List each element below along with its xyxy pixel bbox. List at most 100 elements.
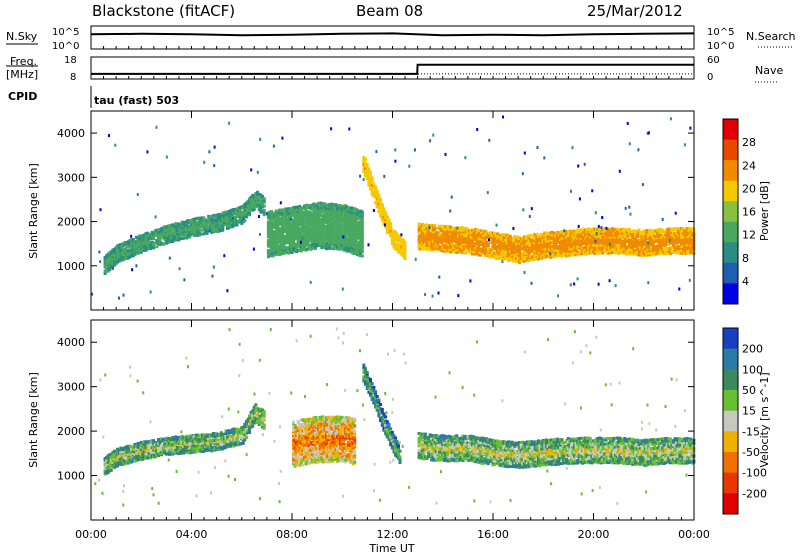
power-echo-cell bbox=[354, 208, 358, 212]
power-echo-cell bbox=[226, 223, 229, 227]
velocity-echo-cell bbox=[189, 436, 193, 440]
power-echo-cell bbox=[233, 212, 237, 216]
power-echo-cell bbox=[351, 212, 355, 216]
power-echo-cell bbox=[449, 247, 452, 251]
power-echo-cell bbox=[251, 198, 255, 201]
power-echo-cell bbox=[270, 240, 273, 244]
power-echo-cell bbox=[310, 243, 314, 247]
power-echo-cell bbox=[496, 232, 500, 236]
velocity-echo-cell bbox=[138, 446, 142, 450]
power-echo-cell bbox=[502, 257, 506, 261]
power-echo-cell bbox=[332, 211, 336, 215]
power-echo-cell bbox=[329, 229, 333, 233]
power-echo-cell bbox=[618, 247, 622, 251]
power-echo-cell bbox=[615, 235, 619, 239]
power-echo-cell bbox=[544, 255, 548, 259]
power-echo-cell bbox=[158, 233, 162, 237]
power-echo-cell bbox=[433, 247, 437, 251]
power-echo-cell bbox=[334, 227, 338, 231]
power-echo-cell bbox=[337, 206, 341, 210]
power-echo-cell bbox=[657, 232, 661, 236]
power-echo-cell bbox=[673, 250, 677, 254]
power-echo-cell bbox=[375, 193, 379, 197]
power-echo-cell bbox=[588, 240, 592, 244]
velocity-echo-cell bbox=[106, 462, 110, 466]
power-echo-cell bbox=[485, 245, 489, 249]
power-echo-cell bbox=[155, 232, 159, 236]
power-scatter-cell bbox=[449, 209, 452, 213]
power-echo-cell bbox=[207, 214, 211, 218]
velocity-echo-cell bbox=[149, 441, 153, 445]
power-echo-cell bbox=[613, 235, 617, 239]
power-echo-cell bbox=[530, 258, 534, 262]
power-scatter-cell bbox=[372, 208, 375, 212]
power-echo-cell bbox=[613, 233, 617, 237]
power-echo-cell bbox=[555, 239, 559, 243]
velocity-echo-cell bbox=[106, 464, 110, 468]
power-scatter-cell bbox=[523, 271, 526, 274]
power-echo-cell bbox=[596, 251, 600, 255]
velocity-echo-cell bbox=[152, 455, 156, 459]
power-echo-cell bbox=[634, 239, 638, 242]
power-echo-cell bbox=[430, 248, 434, 252]
power-echo-cell bbox=[571, 251, 575, 255]
power-echo-cell bbox=[533, 247, 537, 251]
power-echo-cell bbox=[326, 236, 330, 240]
power-echo-cell bbox=[303, 220, 306, 224]
power-echo-cell bbox=[656, 230, 660, 234]
power-echo-cell bbox=[318, 223, 322, 227]
power-echo-cell bbox=[292, 238, 295, 242]
power-echo-cell bbox=[607, 228, 611, 232]
power-echo-cell bbox=[551, 253, 555, 257]
power-echo-cell bbox=[306, 212, 310, 216]
power-echo-cell bbox=[648, 233, 652, 237]
power-echo-cell bbox=[485, 230, 489, 234]
power-echo-cell bbox=[667, 243, 671, 246]
power-echo-cell bbox=[238, 209, 242, 213]
power-echo-cell bbox=[284, 216, 288, 220]
power-echo-cell bbox=[639, 248, 642, 252]
velocity-echo-cell bbox=[147, 448, 151, 452]
power-echo-cell bbox=[279, 230, 283, 234]
power-echo-cell bbox=[535, 239, 539, 243]
power-echo-cell bbox=[183, 220, 187, 224]
power-echo-cell bbox=[224, 210, 228, 214]
power-echo-cell bbox=[460, 242, 463, 246]
velocity-echo-cell bbox=[178, 437, 182, 441]
power-echo-cell bbox=[326, 242, 330, 246]
power-scatter-cell bbox=[689, 126, 692, 130]
power-echo-cell bbox=[450, 232, 454, 236]
power-echo-cell bbox=[160, 227, 164, 231]
power-echo-cell bbox=[430, 244, 434, 248]
power-echo-cell bbox=[111, 259, 115, 263]
power-echo-cell bbox=[518, 248, 522, 252]
power-scatter-cell bbox=[674, 211, 677, 215]
velocity-echo-cell bbox=[133, 457, 137, 461]
power-echo-cell bbox=[321, 240, 325, 244]
power-echo-cell bbox=[485, 232, 489, 236]
power-echo-cell bbox=[497, 235, 501, 239]
power-echo-cell bbox=[133, 245, 137, 249]
power-echo-cell bbox=[284, 214, 288, 218]
power-scatter-cell bbox=[688, 278, 691, 282]
power-echo-cell bbox=[428, 236, 432, 240]
power-echo-cell bbox=[221, 224, 225, 228]
velocity-echo-cell bbox=[120, 451, 124, 455]
power-echo-cell bbox=[607, 247, 611, 251]
power-echo-cell bbox=[615, 229, 619, 233]
power-echo-cell bbox=[348, 248, 352, 252]
power-echo-cell bbox=[351, 251, 355, 255]
power-echo-cell bbox=[624, 234, 628, 238]
power-echo-cell bbox=[281, 223, 284, 226]
power-echo-cell bbox=[628, 238, 631, 242]
power-echo-cell bbox=[332, 206, 336, 210]
power-colorbar-tick: 16 bbox=[742, 206, 756, 219]
velocity-echo-cell bbox=[167, 446, 171, 450]
power-echo-cell bbox=[527, 250, 531, 254]
velocity-echo-cell bbox=[211, 446, 215, 450]
power-echo-cell bbox=[478, 253, 482, 257]
power-echo-cell bbox=[469, 251, 473, 255]
power-echo-cell bbox=[318, 222, 322, 226]
power-echo-cell bbox=[654, 245, 658, 248]
power-echo-cell bbox=[285, 239, 289, 243]
